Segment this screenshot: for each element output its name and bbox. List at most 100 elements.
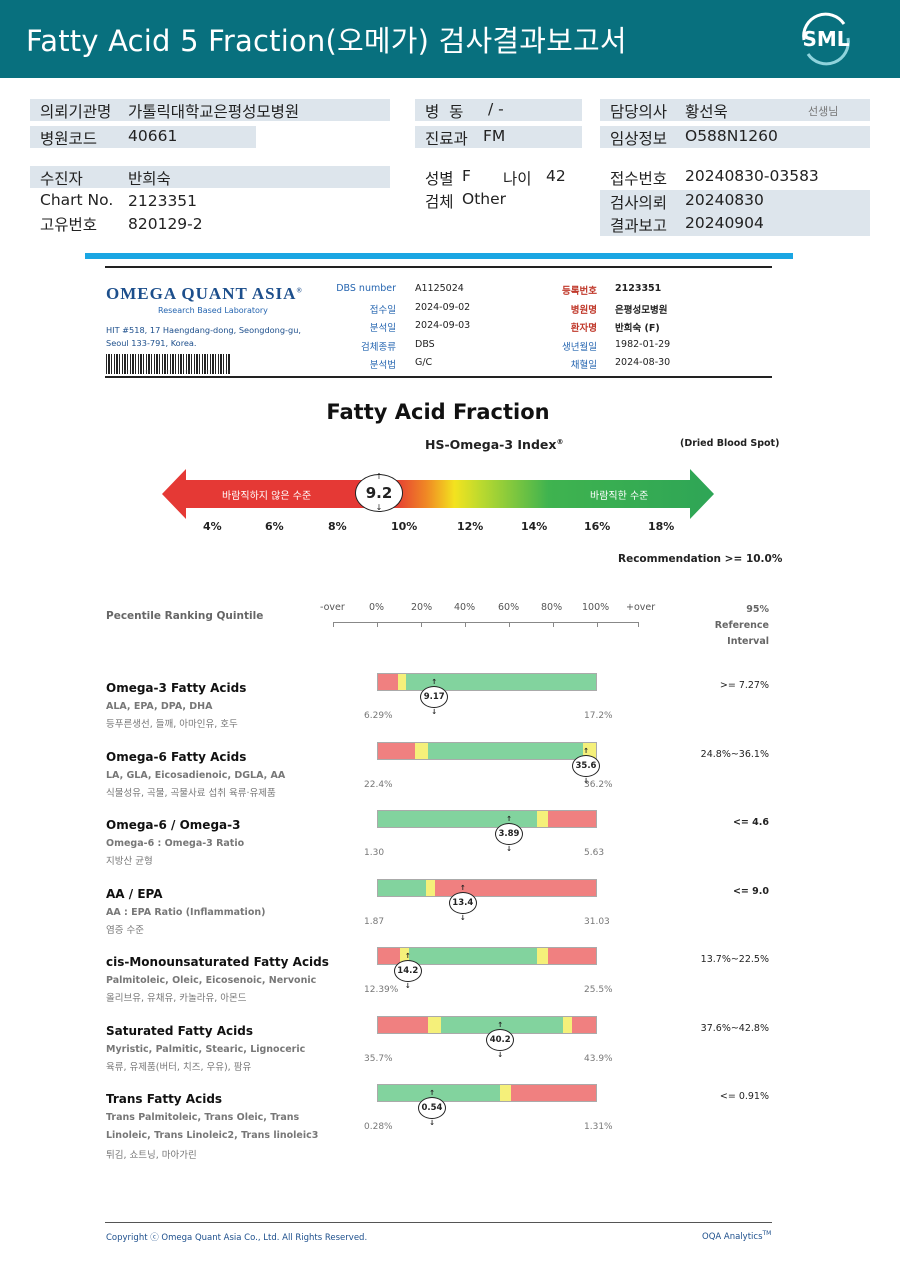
request-label: 검사의뢰 [610,194,668,212]
row-name: Trans Fatty Acids [106,1092,223,1106]
ward-value: / - [488,100,504,118]
range-segment [425,879,435,896]
scale-tick [509,622,510,627]
clinical-value: O588N1260 [685,127,778,145]
footer-rule [105,1222,772,1223]
omega3-index-value: 9.2 [365,484,393,502]
result-value: 20240904 [685,214,764,232]
scale-tick [421,622,422,627]
row-name: Omega-3 Fatty Acids [106,681,247,695]
fatty-acid-title: Fatty Acid Fraction [326,400,550,424]
meta-key: 등록번호 [562,286,597,297]
fatty-acid-row: Saturated Fatty Acids Myristic, Palmitic,… [0,1015,900,1092]
sex-label: 성별 [425,170,454,188]
scale-label: 100% [582,602,610,613]
omega3-index-arrow [162,469,714,519]
patient-value: 반희숙 [128,170,171,188]
row-components: Omega-6 : Omega-3 Ratio [106,838,245,849]
section-divider [85,253,793,259]
patient-label: 수진자 [40,170,83,188]
scale-tick [553,622,554,627]
code-field: 병원코드 40661 [30,126,256,148]
receipt-value: 20240830-03583 [685,167,819,185]
row-food-sources: 튀김, 쇼트닝, 마아가린 [106,1150,197,1161]
hs-omega-label: HS-Omega-3 Index [425,437,557,452]
doctor-field: 담당의사 황선욱 선생님 [600,99,870,121]
reference-interval: 24.8%~36.1% [700,748,769,760]
company-reg-mark: ® [296,286,303,295]
range-bar [377,673,597,691]
report-bottom-rule [105,376,772,378]
ward-field: 병 동 / - [415,99,582,121]
reference-interval-title: 95% Reference Interval [683,602,769,650]
index-tick-label: 6% [265,520,284,533]
range-min: 1.30 [364,848,385,858]
range-max: 1.31% [584,1122,613,1132]
code-value: 40661 [128,127,178,145]
oqa-analytics: OQA AnalyticsTM [702,1230,771,1242]
hospital-field: 의뢰기관명 가톨릭대학교은평성모병원 [30,99,390,121]
value-marker: 35.6 [572,747,600,785]
sml-logo-icon: SML [802,12,850,66]
range-max: 17.2% [584,711,613,721]
meta-key: 분석법 [369,360,396,371]
company-sub: Research Based Laboratory [158,306,268,315]
clinical-label: 임상정보 [610,130,668,148]
dept-value: FM [483,127,506,145]
ref-title-2: Reference Interval [714,620,769,647]
meta-key: 검체종류 [361,341,396,353]
analytics-tm: TM [762,1230,772,1237]
specimen-value: Other [462,190,507,208]
value-marker: 14.2 [393,952,422,990]
range-segment [406,674,596,690]
range-bar [377,878,597,897]
chart-value: 2123351 [128,192,198,210]
dried-blood-spot: (Dried Blood Spot) [680,438,780,449]
request-value: 20240830 [685,191,764,209]
scale-label: 80% [541,602,563,613]
chart-label: Chart No. [40,191,114,209]
index-tick-label: 14% [521,520,548,533]
scale-tick [333,622,334,627]
value-marker: 9.17 [420,678,449,716]
fatty-acid-row: Omega-6 Fatty Acids LA, GLA, Eicosadienoi… [0,741,900,818]
row-name: AA / EPA [106,886,163,901]
range-max: 25.5% [584,985,613,995]
range-segment [378,742,416,759]
meta-value: 은평성모병원 [615,304,668,316]
meta-key: 접수일 [369,304,396,316]
range-min: 1.87 [364,916,385,927]
row-food-sources: 지방산 균형 [106,856,153,867]
analytics-label: OQA Analytics [702,1231,763,1242]
company-name: OMEGA QUANT ASIA [106,284,297,303]
dept-label: 진료과 [425,130,468,148]
dept-field: 진료과 FM [415,126,582,148]
index-tick-label: 16% [584,520,611,533]
report-title: Fatty Acid 5 Fraction(오메가) 검사결과보고서 [26,24,627,58]
age-value: 42 [546,167,566,185]
index-tick-label: 4% [203,520,222,533]
range-bar [377,810,597,828]
hospital-value: 가톨릭대학교은평성모병원 [128,103,300,121]
row-food-sources: 올리브유, 유채유, 카놀라유, 아몬드 [106,993,247,1004]
meta-value: 2024-09-03 [415,320,471,331]
meta-value: 2123351 [615,283,662,294]
patient-field: 수진자 반희숙 [30,166,390,188]
specimen-label: 검체 [425,193,454,211]
range-segment [548,948,596,964]
receipt-label: 접수번호 [610,170,668,188]
meta-key: DBS number [336,283,396,294]
value-marker: 3.89 [495,815,523,853]
report-header-bar: Fatty Acid 5 Fraction(오메가) 검사결과보고서 SML [0,0,900,78]
ref-title-1: 95% [746,604,769,615]
range-max: 36.2% [584,779,613,790]
range-min: 6.29% [364,711,393,721]
hs-omega-title: HS-Omega-3 Index® [425,437,563,452]
range-bar [377,1084,597,1102]
row-food-sources: 식물성유, 곡물, 곡물사료 섭취 육류·유제품 [106,787,276,799]
range-segment [378,1016,429,1033]
meta-key: 채혈일 [570,360,597,371]
row-food-sources: 등푸른생선, 들깨, 아마인유, 호두 [106,719,238,730]
range-segment [378,879,426,896]
scale-label: 40% [454,602,476,613]
